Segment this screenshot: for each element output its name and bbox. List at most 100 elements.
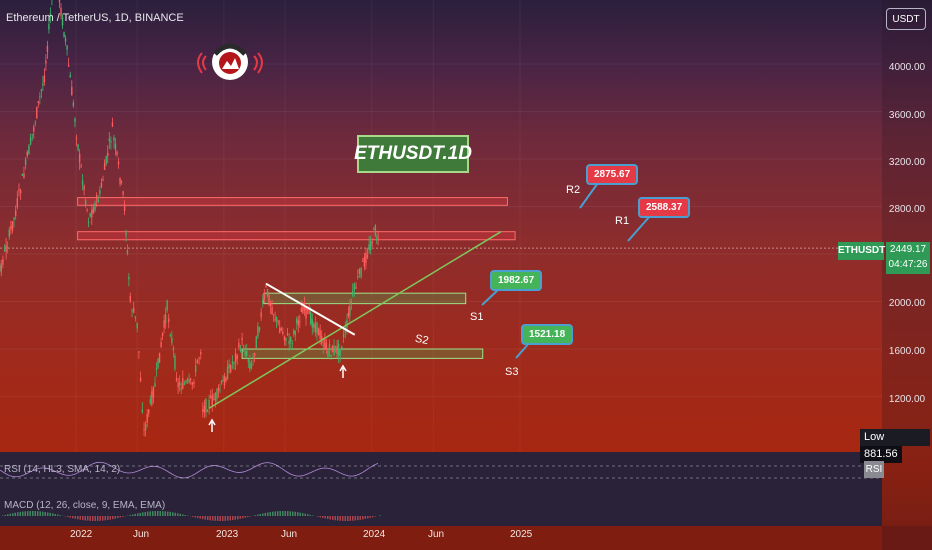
descending-trendline bbox=[265, 282, 356, 336]
candle-body bbox=[63, 32, 65, 37]
macd-bar bbox=[232, 516, 234, 521]
candle-body bbox=[126, 250, 129, 254]
candle-body bbox=[143, 429, 145, 431]
candle-body bbox=[169, 334, 171, 337]
macd-bar bbox=[79, 516, 81, 520]
macd-bar bbox=[204, 516, 206, 520]
rsi-panel[interactable] bbox=[0, 452, 882, 492]
macd-bar bbox=[254, 515, 256, 516]
macd-bar bbox=[287, 511, 289, 516]
macd-bar bbox=[244, 516, 246, 518]
candle-body bbox=[28, 145, 30, 155]
candle-body bbox=[34, 122, 36, 124]
candle-body bbox=[77, 144, 79, 150]
candle-body bbox=[366, 255, 369, 258]
candle-body bbox=[146, 413, 148, 423]
macd-bar bbox=[109, 516, 111, 520]
time-axis[interactable] bbox=[0, 526, 932, 550]
macd-bar bbox=[334, 516, 336, 521]
macd-bar bbox=[169, 511, 171, 516]
candle-body bbox=[81, 180, 84, 185]
macd-bar bbox=[337, 516, 339, 521]
candle-body bbox=[324, 339, 326, 349]
y-tick-label: 3200.00 bbox=[888, 157, 926, 168]
macd-bar bbox=[74, 516, 76, 519]
candle-body bbox=[21, 174, 24, 176]
candle-body bbox=[92, 207, 95, 214]
macd-bar bbox=[372, 516, 374, 518]
candle-body bbox=[250, 363, 253, 369]
macd-bar bbox=[92, 516, 94, 521]
macd-bar bbox=[332, 516, 334, 520]
candle-body bbox=[349, 306, 351, 317]
macd-bar bbox=[297, 512, 299, 516]
candle-body bbox=[369, 241, 372, 250]
macd-bar bbox=[7, 514, 9, 516]
candle-body bbox=[247, 359, 250, 362]
candle-body bbox=[120, 181, 123, 183]
candle-body bbox=[282, 331, 284, 335]
candle-body bbox=[360, 267, 362, 278]
candle-body bbox=[129, 295, 131, 302]
candle-body bbox=[119, 177, 121, 184]
macd-bar bbox=[139, 512, 141, 516]
chart-title: Ethereum / TetherUS, 1D, BINANCE bbox=[6, 12, 184, 24]
macd-panel[interactable] bbox=[0, 492, 882, 530]
macd-bar bbox=[9, 513, 11, 516]
macd-bar bbox=[217, 516, 219, 521]
macd-bar bbox=[214, 516, 216, 521]
candle-body bbox=[317, 328, 320, 336]
macd-bar bbox=[114, 516, 116, 519]
macd-bar bbox=[319, 516, 321, 518]
candle-body bbox=[49, 13, 52, 17]
macd-bar bbox=[229, 516, 231, 521]
candle-body bbox=[233, 362, 235, 364]
candle-body bbox=[3, 250, 6, 252]
macd-bar bbox=[117, 516, 119, 519]
candle-body bbox=[258, 327, 261, 331]
r2-price-callout: 2875.67 bbox=[586, 164, 639, 185]
s3-price-callout: 1521.18 bbox=[521, 324, 574, 345]
candle-body bbox=[154, 383, 156, 387]
last-price: 2449.17 bbox=[889, 244, 927, 255]
macd-bar bbox=[122, 516, 124, 517]
candle-body bbox=[226, 366, 229, 380]
candle-body bbox=[80, 165, 82, 167]
candle-body bbox=[206, 411, 209, 413]
macd-bar bbox=[277, 511, 279, 516]
currency-button[interactable]: USDT bbox=[886, 8, 926, 30]
candle-body bbox=[347, 312, 350, 317]
macd-bar bbox=[77, 516, 79, 520]
y-tick-label: 2800.00 bbox=[888, 204, 926, 215]
candle-body bbox=[306, 308, 309, 311]
macd-bar bbox=[134, 513, 136, 516]
candle-body bbox=[87, 221, 90, 223]
candle-body bbox=[18, 189, 20, 191]
x-tick-label: 2022 bbox=[70, 529, 93, 540]
candle-body bbox=[45, 60, 47, 64]
candle-body bbox=[266, 289, 269, 296]
candle-body bbox=[353, 283, 356, 291]
candle-body bbox=[333, 346, 335, 355]
macd-label: MACD (12, 26, close, 9, EMA, EMA) bbox=[4, 500, 166, 511]
candle-body bbox=[314, 324, 317, 333]
candle-body bbox=[257, 325, 259, 337]
macd-bar bbox=[59, 515, 61, 516]
candle-body bbox=[302, 306, 304, 314]
candle-body bbox=[182, 378, 184, 389]
y-tick-label: 4000.00 bbox=[888, 62, 926, 73]
candle-body bbox=[202, 409, 204, 412]
macd-bar bbox=[267, 512, 269, 516]
candle-body bbox=[29, 137, 32, 145]
pivot-arrow-head bbox=[208, 418, 216, 426]
candle-body bbox=[246, 350, 248, 356]
candle-body bbox=[351, 290, 354, 296]
candle-body bbox=[331, 345, 334, 352]
candle-body bbox=[377, 237, 379, 239]
rsi-button[interactable]: RSI bbox=[864, 461, 884, 478]
candle-body bbox=[84, 200, 87, 206]
candle-body bbox=[268, 295, 270, 305]
macd-bar bbox=[67, 516, 69, 518]
